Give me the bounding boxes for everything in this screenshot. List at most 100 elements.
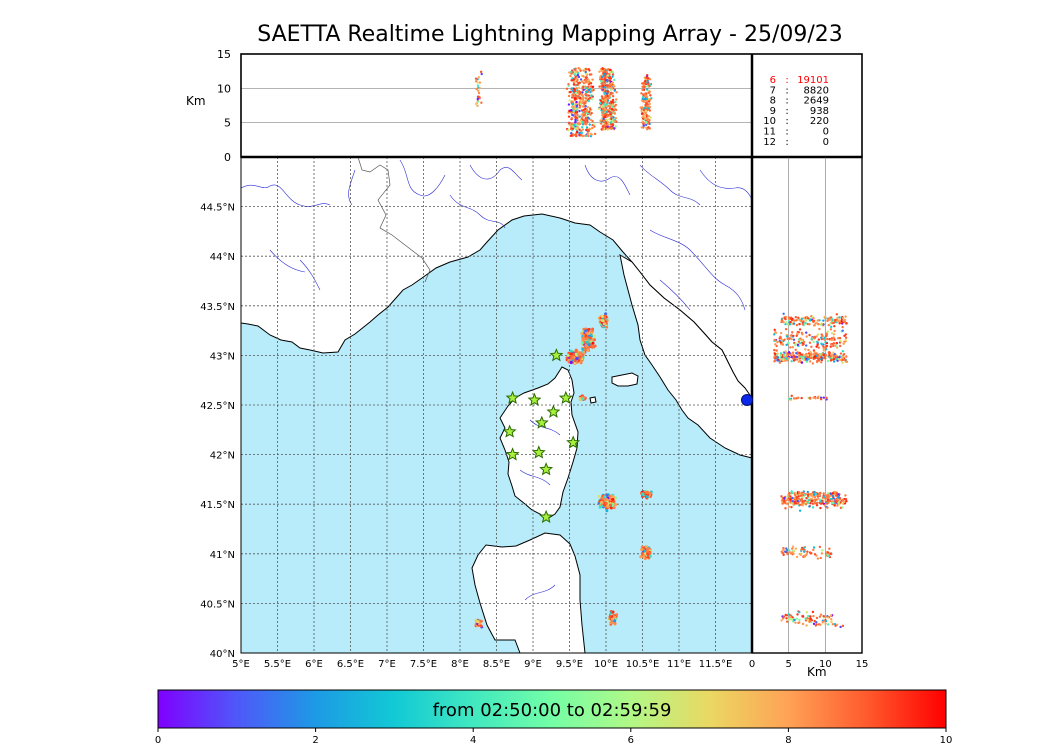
lightning-source-altitude-lat <box>826 551 830 554</box>
latitude-tick-label: 43.5°N <box>200 302 235 313</box>
lightning-source-altitude-lon <box>570 111 573 115</box>
lightning-source-map <box>582 350 586 354</box>
lightning-source-altitude-lat <box>822 319 825 322</box>
lightning-source-altitude-lat <box>820 552 824 555</box>
lightning-source-altitude-lon <box>578 101 581 104</box>
lightning-source-altitude-lat <box>809 615 812 618</box>
lightning-source-altitude-lat <box>828 338 831 341</box>
lightning-source-altitude-lon <box>581 122 584 126</box>
lightning-source-altitude-lon <box>567 115 571 118</box>
lightning-source-altitude-lon <box>582 96 585 99</box>
lightning-source-altitude-lat <box>816 557 820 560</box>
lightning-source-altitude-lon <box>575 70 578 73</box>
lightning-source-altitude-lon <box>578 106 581 109</box>
lightning-source-altitude-lat <box>780 550 783 553</box>
lightning-source-altitude-lon <box>605 103 609 106</box>
lightning-source-altitude-lon <box>581 128 585 131</box>
lightning-source-altitude-lon <box>581 120 584 124</box>
lightning-source-altitude-lat <box>845 500 848 503</box>
lightning-source-altitude-lat <box>812 614 815 618</box>
colorbar-label: from 02:50:00 to 02:59:59 <box>432 700 672 721</box>
lightning-source-altitude-lon <box>584 81 588 84</box>
lightning-source-altitude-lat <box>794 547 798 550</box>
lightning-source-altitude-lon <box>601 67 604 70</box>
lightning-source-altitude-lat <box>797 316 800 320</box>
lightning-source-altitude-lon <box>603 103 607 106</box>
lightning-source-altitude-lat <box>805 357 808 361</box>
lightning-source-altitude-lon <box>575 100 578 104</box>
lightning-source-altitude-lat <box>782 499 785 502</box>
lightning-source-map <box>613 621 617 625</box>
longitude-tick-label: 10.5°E <box>626 659 660 670</box>
colorbar-tick-label: 10 <box>940 735 953 746</box>
lightning-source-altitude-lat <box>819 353 822 356</box>
lightning-source-altitude-lon <box>589 82 593 85</box>
lightning-source-altitude-lat <box>795 332 799 335</box>
lightning-source-altitude-lat <box>780 495 783 498</box>
lightning-source-map <box>614 503 618 507</box>
lightning-source-altitude-lon <box>585 90 589 94</box>
lightning-source-altitude-lat <box>822 349 826 352</box>
lightning-source-map <box>570 356 574 360</box>
side-axis-unit: Km <box>807 665 827 679</box>
lightning-source-altitude-lon <box>570 96 574 99</box>
lightning-source-altitude-lat <box>826 330 829 333</box>
lightning-source-altitude-lon <box>575 104 579 108</box>
altitude-latitude-panel <box>773 157 849 653</box>
lightning-source-altitude-lat <box>824 346 827 349</box>
lightning-source-altitude-lon <box>578 131 581 135</box>
lightning-source-altitude-lat <box>822 396 825 399</box>
lightning-source-altitude-lat <box>809 351 812 354</box>
lightning-source-altitude-lon <box>582 69 585 72</box>
lightning-source-map <box>581 353 585 357</box>
lightning-source-altitude-lon <box>608 107 612 110</box>
lightning-source-altitude-lon <box>588 69 591 72</box>
lightning-source-altitude-lat <box>826 317 830 320</box>
lightning-source-altitude-lat <box>828 555 831 558</box>
lightning-source-altitude-lat <box>800 396 803 400</box>
lightning-source-altitude-lon <box>589 85 593 88</box>
lightning-source-map <box>611 498 615 502</box>
lightning-source-altitude-lon <box>601 75 605 78</box>
longitude-tick-label: 9°E <box>524 659 542 670</box>
lightning-source-altitude-lat <box>784 613 787 617</box>
lightning-source-altitude-lat <box>802 353 805 357</box>
lightning-source-altitude-lon <box>640 92 643 95</box>
lightning-source-map <box>584 344 588 348</box>
lightning-source-altitude-lon <box>648 109 652 112</box>
lightning-source-altitude-lat <box>796 343 800 347</box>
lightning-source-altitude-lat <box>837 319 841 322</box>
lightning-source-altitude-lat <box>775 349 778 352</box>
lightning-source-altitude-lat <box>798 503 802 507</box>
lightning-source-altitude-lon <box>586 105 590 109</box>
lightning-source-altitude-lat <box>804 501 807 504</box>
lightning-source-altitude-lat <box>798 328 802 331</box>
lightning-source-altitude-lat <box>815 321 818 325</box>
lightning-source-altitude-lat <box>779 354 782 357</box>
lightning-source-altitude-lat <box>835 313 839 316</box>
lightning-source-altitude-lon <box>646 118 650 121</box>
lightning-source-altitude-lat <box>820 342 823 345</box>
lightning-source-altitude-lon <box>573 123 576 127</box>
lightning-source-altitude-lon <box>476 104 479 108</box>
lightning-source-altitude-lon <box>600 82 603 85</box>
count-value: 0 <box>823 137 829 148</box>
lightning-source-altitude-lat <box>775 344 778 348</box>
lightning-source-map <box>605 498 609 502</box>
lightning-source-altitude-lon <box>614 100 617 104</box>
lightning-source-altitude-lat <box>802 490 806 493</box>
lightning-source-altitude-lat <box>833 324 836 328</box>
lightning-source-altitude-lat <box>794 342 797 345</box>
lightning-source-altitude-lat <box>841 329 844 332</box>
lightning-source-altitude-lat <box>815 502 818 505</box>
lightning-source-altitude-lat <box>776 359 779 362</box>
lightning-source-altitude-lat <box>788 492 791 495</box>
lightning-source-altitude-lon <box>647 91 651 94</box>
lightning-source-altitude-lon <box>577 75 581 79</box>
lightning-source-altitude-lat <box>824 354 827 357</box>
lightning-source-altitude-lon <box>577 122 581 126</box>
lightning-source-altitude-lon <box>645 95 649 98</box>
lightning-source-altitude-lat <box>817 346 820 349</box>
lightning-source-altitude-lat <box>816 340 819 343</box>
lightning-source-altitude-lat <box>825 333 829 336</box>
